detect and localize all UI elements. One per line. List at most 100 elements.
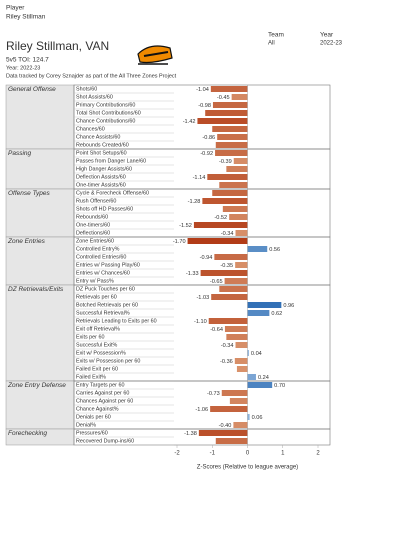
x-tick-label: 2 <box>316 451 320 457</box>
note: Data tracked by Corey Sznajder as part o… <box>6 73 177 79</box>
metric-label: Deflection Assists/60 <box>76 175 126 181</box>
bar <box>215 142 248 148</box>
bar <box>215 150 248 156</box>
year-filter[interactable]: 2022-23 <box>320 41 343 47</box>
value-label: 0.24 <box>258 375 269 381</box>
metric-label: Deflections/60 <box>76 231 110 237</box>
group-label: Offense Types <box>8 190 51 197</box>
value-label: -0.45 <box>217 95 230 101</box>
group-label: DZ Retrievals/Exits <box>8 286 64 293</box>
bar <box>247 310 270 316</box>
bar <box>234 358 248 364</box>
bar <box>187 238 248 244</box>
value-label: -0.92 <box>200 151 213 157</box>
value-label: -0.39 <box>219 159 232 165</box>
metric-label: Zone Entries/60 <box>76 239 114 245</box>
bar <box>211 294 248 300</box>
metric-label: Rush Offense/60 <box>76 199 116 205</box>
metric-label: Carries Against per 60 <box>76 391 129 397</box>
group-cell <box>5 148 75 190</box>
metric-label: Passes from Danger Lane/60 <box>76 159 146 165</box>
x-tick-label: -2 <box>174 451 180 457</box>
value-label: -1.33 <box>186 271 199 277</box>
value-label: -1.06 <box>195 407 208 413</box>
bar <box>235 230 248 236</box>
bar <box>212 102 248 108</box>
metric-label: Successful Retrieval% <box>76 311 130 317</box>
value-label: -0.34 <box>221 343 234 349</box>
bar <box>233 158 248 164</box>
value-label: -0.64 <box>210 327 223 333</box>
metric-label: One-timer Assists/60 <box>76 183 126 189</box>
player-label: Player <box>6 5 25 12</box>
bar <box>226 166 248 172</box>
bar <box>247 374 256 380</box>
bar <box>200 270 248 276</box>
value-label: -0.36 <box>220 359 233 365</box>
metric-label: Shots off HD Passes/60 <box>76 207 133 213</box>
value-label: 0.70 <box>274 383 285 389</box>
metric-label: Failed Exit% <box>76 375 106 381</box>
team-filter[interactable]: All <box>268 41 275 47</box>
group-cell <box>5 236 75 286</box>
value-label: -0.73 <box>207 391 220 397</box>
value-label: -0.34 <box>221 231 234 237</box>
group-label: Zone Entry Defense <box>7 382 66 389</box>
value-label: 0.62 <box>271 311 282 317</box>
bar <box>217 134 248 140</box>
group-cell <box>5 284 75 382</box>
logo <box>137 45 173 65</box>
group-label: Forechecking <box>8 430 47 437</box>
metric-label: Shot Assists/60 <box>76 95 113 101</box>
metric-label: Rebounds/60 <box>76 215 108 221</box>
metric-label: Chance Against% <box>76 407 119 413</box>
value-label: -1.70 <box>173 239 186 245</box>
metric-label: Successful Exit% <box>76 343 118 349</box>
metric-label: Rebounds Created/60 <box>76 143 129 149</box>
bar <box>214 254 248 260</box>
bar <box>202 198 248 204</box>
metric-label: Exit w/ Possession% <box>76 351 126 357</box>
player-filter[interactable]: Riley Stillman <box>6 14 46 21</box>
bar <box>210 406 248 412</box>
bar <box>222 206 248 212</box>
value-label: 0.04 <box>251 351 262 357</box>
year-label: Year <box>320 32 334 39</box>
value-label: -0.65 <box>210 279 223 285</box>
metric-label: Retrievals per 60 <box>76 295 117 301</box>
metric-label: Recovered Dump-ins/60 <box>76 439 134 445</box>
group-label: Zone Entries <box>7 238 46 245</box>
metric-label: Botched Retrievals per 60 <box>76 303 138 309</box>
value-label: -1.42 <box>183 119 196 125</box>
metric-label: High Danger Assists/60 <box>76 167 132 173</box>
value-label: -1.28 <box>188 199 201 205</box>
metric-label: Retrievals Leading to Exits per 60 <box>76 319 157 325</box>
title: Riley Stillman, VAN <box>6 39 109 53</box>
metric-label: Controlled Entries/60 <box>76 255 126 261</box>
value-label: -1.10 <box>194 319 207 325</box>
metric-label: One-timers/60 <box>76 223 110 229</box>
bar <box>205 110 248 116</box>
group-label: Passing <box>8 150 32 157</box>
bar <box>247 302 282 308</box>
bar <box>207 174 248 180</box>
metric-label: Primary Contributions/60 <box>76 103 135 109</box>
metric-label: Exit off Retrieval% <box>76 327 120 333</box>
value-label: -1.14 <box>193 175 206 181</box>
bar <box>235 342 248 348</box>
bar <box>247 350 249 356</box>
toi: 5v5 TOI: 124.7 <box>6 57 49 64</box>
bar <box>212 126 248 132</box>
bar <box>193 222 248 228</box>
bar <box>236 366 248 372</box>
metric-label: Entries w/ Passing Play/60 <box>76 263 140 269</box>
bar <box>235 262 248 268</box>
value-label: -0.86 <box>202 135 215 141</box>
value-label: 0.06 <box>252 415 263 421</box>
bar <box>210 86 248 92</box>
team-label: Team <box>268 32 284 39</box>
bar <box>198 430 248 436</box>
bar <box>229 214 248 220</box>
value-label: 0.56 <box>269 247 280 253</box>
